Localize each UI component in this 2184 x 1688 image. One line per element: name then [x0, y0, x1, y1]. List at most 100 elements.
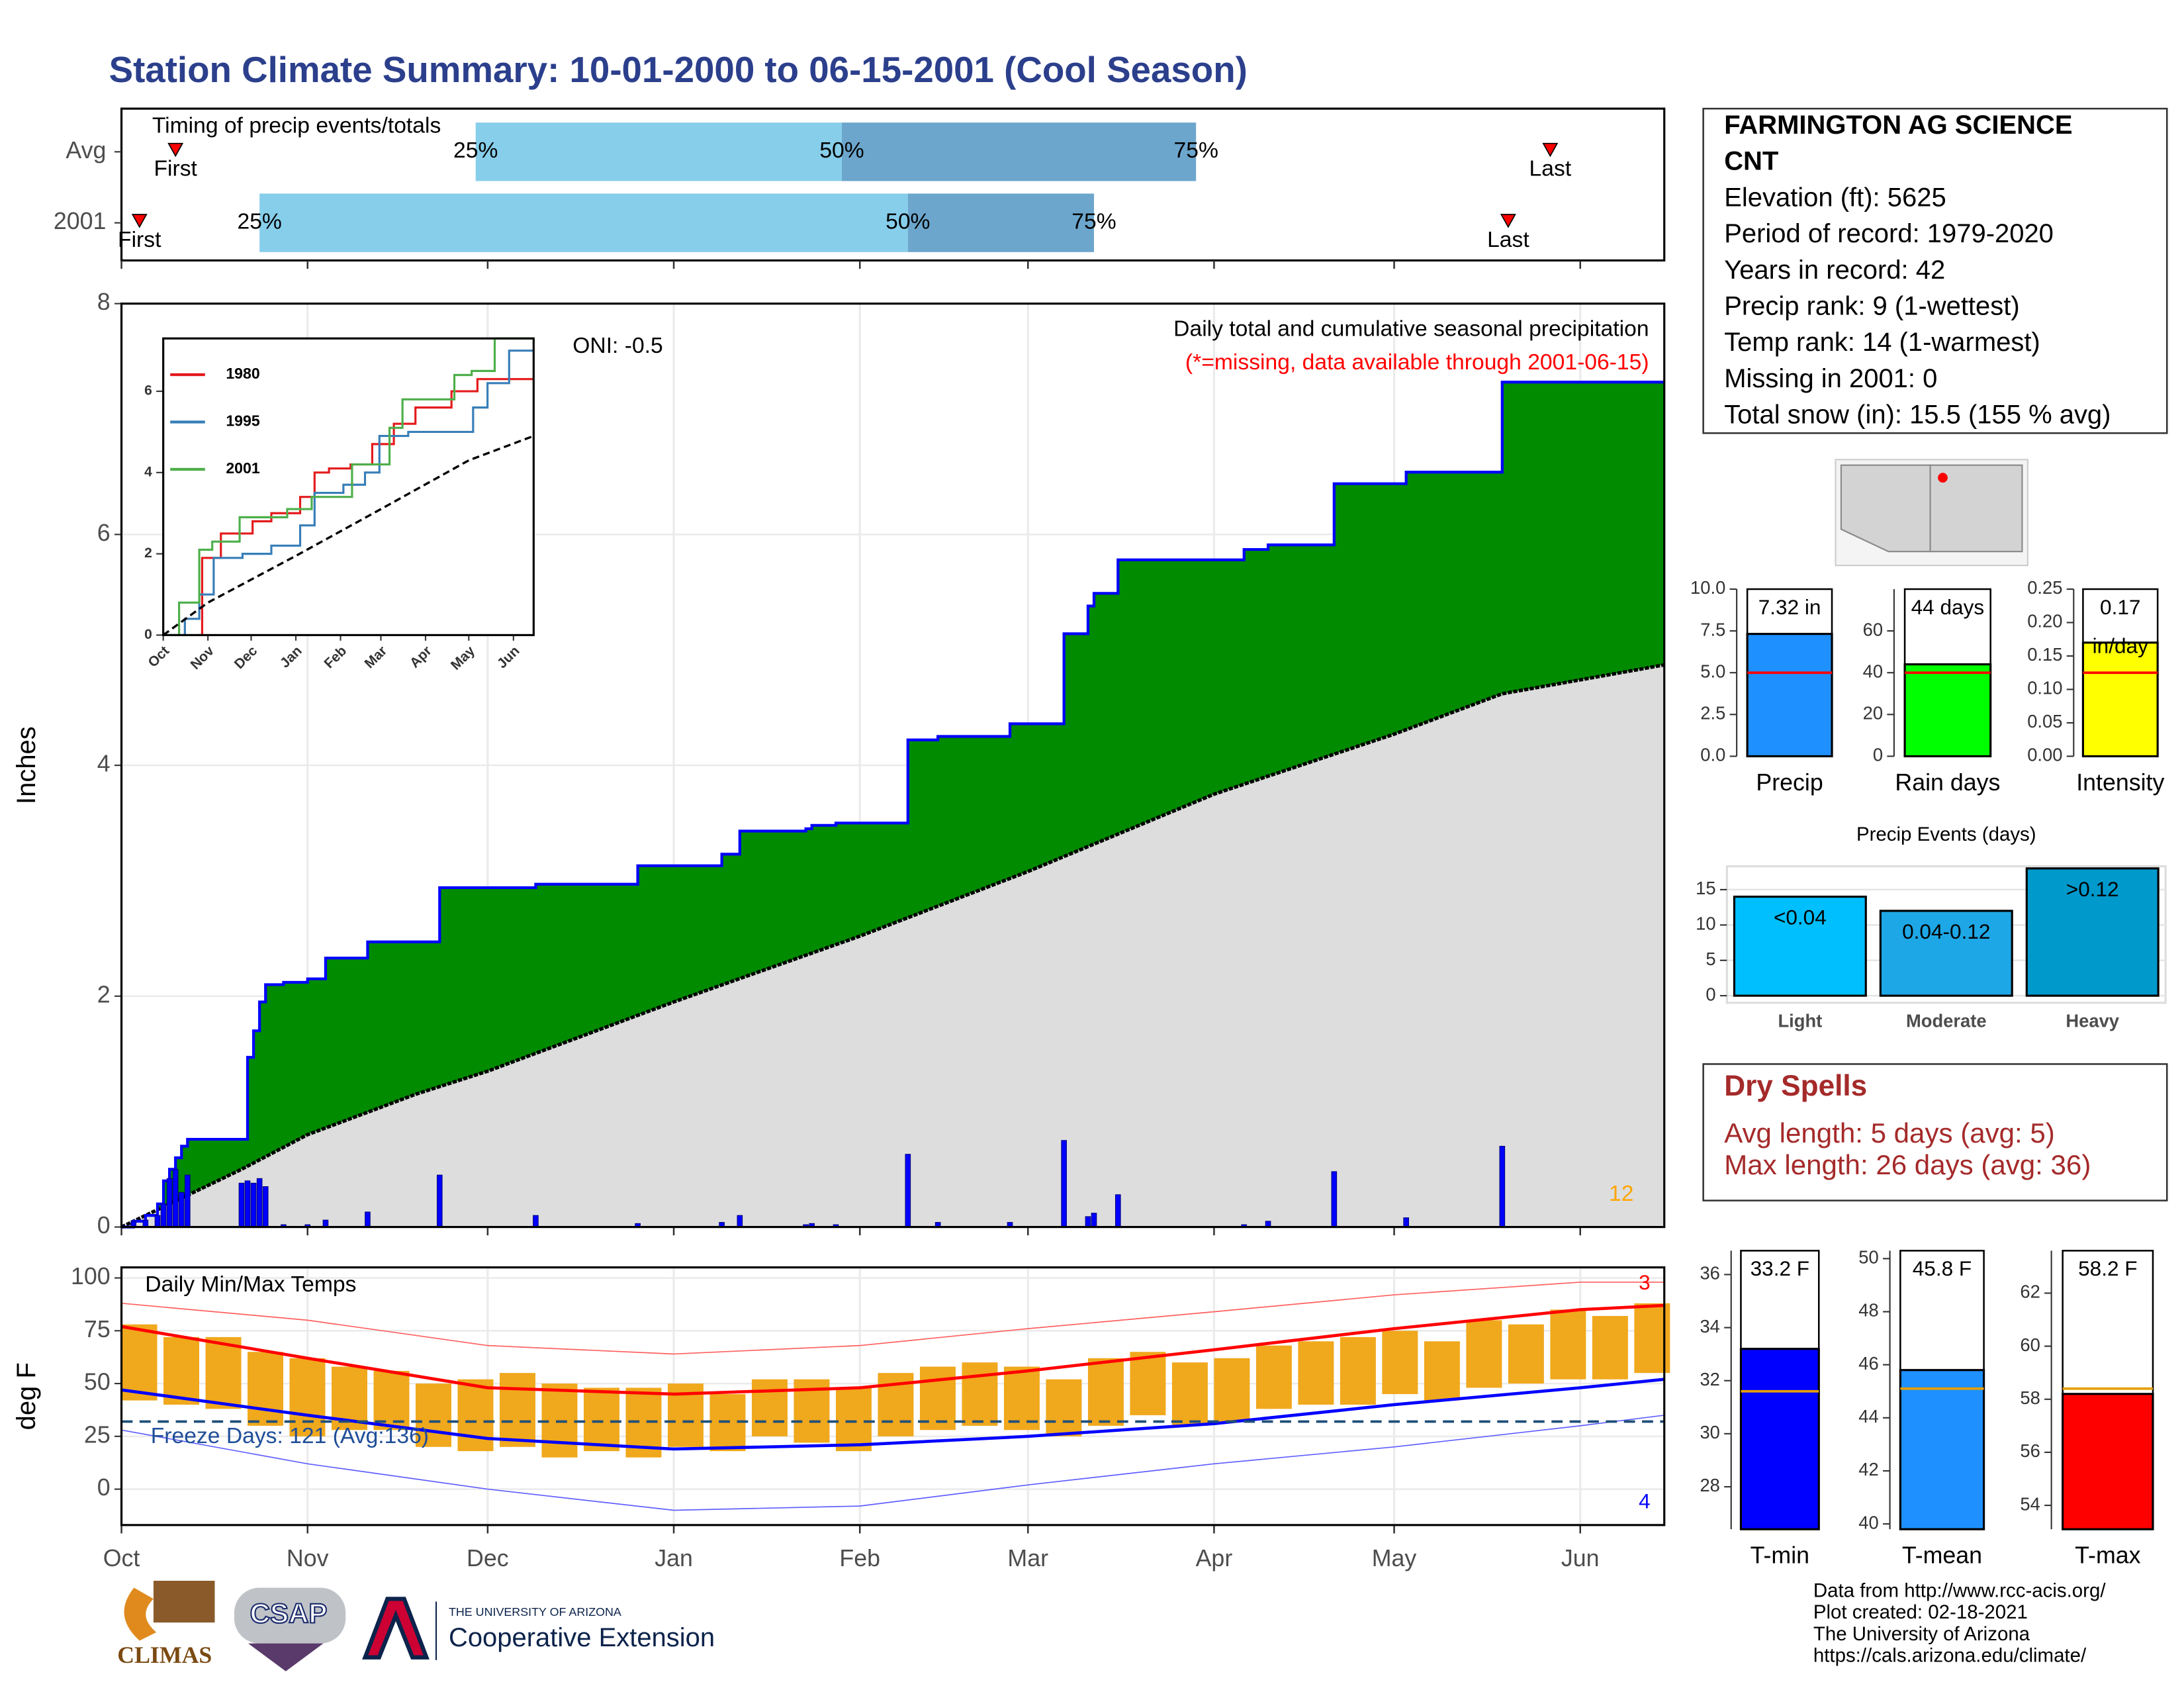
- bar-label: >0.12: [2066, 877, 2119, 901]
- panel-title: Daily Min/Max Temps: [145, 1272, 356, 1297]
- daily-bar: [365, 1211, 371, 1228]
- quantile-label: 25%: [453, 138, 498, 163]
- x-tick-label: May: [1372, 1545, 1417, 1571]
- y-tick-label: 34: [1700, 1316, 1719, 1336]
- series-line: [162, 435, 534, 636]
- y-tick-label: 5: [1706, 949, 1715, 969]
- quantile-label: 25%: [237, 210, 281, 234]
- dry-spells-box: [1702, 1063, 2168, 1201]
- bar: [2025, 867, 2160, 997]
- daily-bar: [1403, 1217, 1409, 1228]
- daily-bar: [1061, 1140, 1067, 1228]
- value-label: 45.8 F: [1913, 1256, 1972, 1280]
- y-tick-label: 10.0: [1690, 577, 1725, 598]
- station-detail: Temp rank: 14 (1-warmest): [1724, 328, 2040, 357]
- event-label: Last: [1529, 157, 1572, 181]
- annotation: 12: [1609, 1182, 1633, 1206]
- value-label: in/day: [2093, 634, 2148, 658]
- y-tick-label: 44: [1858, 1406, 1878, 1427]
- temp-range-bar: [1424, 1341, 1460, 1401]
- daily-bar: [244, 1180, 251, 1228]
- temp-range-bar: [289, 1358, 326, 1436]
- quantile-bar: [907, 193, 1095, 252]
- station-detail: Period of record: 1979-2020: [1724, 219, 2054, 248]
- y-tick-label: 100: [71, 1263, 111, 1289]
- y-tick-label: 10: [1696, 914, 1715, 934]
- y-tick-label: 2: [97, 981, 111, 1008]
- daily-bar: [160, 1203, 167, 1228]
- x-tick-label: Nov: [287, 1545, 329, 1571]
- bar-label: <0.04: [1774, 906, 1827, 929]
- y-axis-label: Inches: [12, 726, 41, 804]
- annotation: 4: [1639, 1489, 1651, 1513]
- temp-range-bar: [751, 1379, 788, 1436]
- y-tick-label: 0.10: [2027, 678, 2062, 698]
- y-tick-label: 15: [1696, 878, 1715, 898]
- bar: [2062, 1393, 2154, 1530]
- logos: CLIMAS CSAP THE UNIVERSITY OF ARIZONA Co…: [117, 1580, 715, 1671]
- bar-label: 0.04-0.12: [1902, 919, 1990, 943]
- y-tick-label: 0: [97, 1212, 111, 1239]
- event-marker: [1500, 214, 1516, 228]
- temp-line: [121, 1415, 1664, 1511]
- y-tick-label: 0: [97, 1474, 111, 1501]
- y-tick-label: 2: [144, 545, 152, 561]
- bar: [1733, 896, 1867, 997]
- y-tick-label: 0.05: [2027, 711, 2062, 731]
- y-tick-label: 6: [144, 383, 152, 399]
- footer-line: Plot created: 02-18-2021: [1813, 1601, 2028, 1623]
- series-line: [163, 337, 534, 636]
- daily-bar: [533, 1215, 539, 1228]
- plot-frame: [120, 1266, 1666, 1526]
- bar-category: T-min: [1751, 1542, 1809, 1569]
- climas-icon: [124, 1587, 157, 1641]
- bar-category: T-mean: [1902, 1542, 1982, 1569]
- quantile-bar: [842, 122, 1197, 181]
- y-tick-label: 20: [1863, 703, 1883, 724]
- station-name: CNT: [1724, 147, 1778, 176]
- x-tick-label: Dec: [467, 1545, 509, 1571]
- daily-bar: [1499, 1146, 1506, 1228]
- temp-range-bar: [1046, 1379, 1082, 1436]
- y-tick-label: 75: [84, 1316, 111, 1342]
- y-tick-label: 62: [2020, 1282, 2040, 1302]
- value-label: 7.32 in: [1758, 595, 1821, 619]
- y-tick-label: 5.0: [1700, 661, 1725, 681]
- csap-cloud: [234, 1587, 346, 1644]
- station-detail: Missing in 2001: 0: [1724, 364, 1937, 393]
- y-tick-label: 48: [1858, 1300, 1878, 1321]
- average-area: [121, 665, 1664, 1227]
- legend-label: 1995: [226, 412, 260, 430]
- daily-bar: [238, 1182, 245, 1228]
- daily-bar: [178, 1192, 185, 1228]
- temp-range-bar: [962, 1362, 998, 1426]
- y-tick-label: 40: [1863, 661, 1883, 681]
- temp-range-bar: [1550, 1309, 1586, 1380]
- daily-bar: [256, 1178, 263, 1228]
- footer-line: https://cals.arizona.edu/climate/: [1813, 1644, 2087, 1666]
- value-label: 44 days: [1911, 595, 1985, 619]
- y-tick-label: 50: [1858, 1247, 1878, 1268]
- y-tick-label: 58: [2020, 1387, 2040, 1408]
- temp-range-bar: [1508, 1324, 1544, 1384]
- temp-range-bar: [163, 1336, 200, 1405]
- temp-line: [121, 1303, 1664, 1396]
- y-tick-label: 60: [1863, 619, 1883, 639]
- quantile-label: 50%: [819, 138, 864, 163]
- y-tick-label: 0.15: [2027, 644, 2062, 665]
- panel-title: Timing of precip events/totals: [152, 113, 441, 138]
- temp-range-bar: [121, 1324, 158, 1401]
- quantile-label: 75%: [1174, 138, 1218, 163]
- page-title: Station Climate Summary: 10-01-2000 to 0…: [109, 49, 1248, 90]
- y-tick-label: 46: [1858, 1353, 1878, 1374]
- quantile-bar: [259, 193, 908, 252]
- ua-logo: [362, 1597, 430, 1660]
- x-tick-label: Jan: [655, 1545, 693, 1571]
- bar: [2081, 641, 2159, 758]
- y-axis-label: deg F: [12, 1362, 41, 1430]
- temp-range-bar: [499, 1373, 535, 1447]
- temp-range-bar: [1592, 1315, 1628, 1380]
- x-tick-label: Heavy: [2066, 1011, 2119, 1031]
- y-tick-label: 50: [84, 1369, 111, 1395]
